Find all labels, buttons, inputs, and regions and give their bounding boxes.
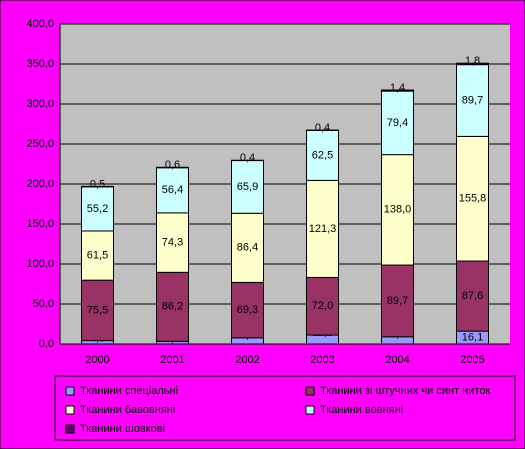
y-tick-label: 50,0 bbox=[33, 298, 54, 310]
bar-segment bbox=[381, 89, 414, 92]
y-tick-label: 400,0 bbox=[26, 18, 54, 30]
bar-segment bbox=[231, 281, 264, 339]
bar-segment bbox=[231, 212, 264, 283]
bar-segment bbox=[231, 160, 264, 214]
bar-segment bbox=[81, 279, 114, 342]
value-label: 0,4 bbox=[240, 152, 255, 164]
y-tick-label: 0,0 bbox=[39, 338, 54, 350]
legend-swatch bbox=[65, 424, 75, 434]
x-tick-label: 2005 bbox=[460, 354, 484, 366]
value-label: 79,4 bbox=[387, 117, 408, 129]
x-tick-label: 2000 bbox=[85, 354, 109, 366]
value-label: 86,2 bbox=[162, 301, 183, 313]
bar-segment bbox=[456, 135, 489, 262]
value-label: 55,2 bbox=[87, 203, 108, 215]
bar-segment bbox=[81, 230, 114, 281]
legend-box bbox=[54, 375, 516, 441]
bar-segment bbox=[156, 212, 189, 273]
y-tick-label: 150,0 bbox=[26, 218, 54, 230]
value-label: 121,3 bbox=[309, 223, 337, 235]
value-label: 89,7 bbox=[462, 94, 483, 106]
bar-segment bbox=[306, 129, 339, 181]
y-tick-label: 350,0 bbox=[26, 58, 54, 70]
value-label: 56,4 bbox=[162, 184, 183, 196]
value-label: 69,3 bbox=[237, 304, 258, 316]
value-label: 61,5 bbox=[87, 249, 108, 261]
legend-swatch bbox=[65, 405, 75, 415]
bar-segment bbox=[156, 271, 189, 342]
legend-label: Тканини вовняні bbox=[320, 404, 403, 416]
value-label: 87,6 bbox=[462, 290, 483, 302]
legend-swatch bbox=[65, 386, 75, 396]
bar-segment bbox=[456, 260, 489, 332]
bar-segment bbox=[456, 62, 489, 66]
bar-segment bbox=[381, 264, 414, 338]
legend-label: Тканини шовкові bbox=[80, 423, 165, 435]
bar-segment bbox=[306, 179, 339, 278]
y-tick-label: 100,0 bbox=[26, 258, 54, 270]
bar-segment bbox=[81, 186, 114, 232]
value-label: 62,5 bbox=[312, 149, 333, 161]
value-label: 72,0 bbox=[312, 300, 333, 312]
x-tick-label: 2002 bbox=[235, 354, 259, 366]
legend-label: Тканини спеціальні bbox=[80, 385, 178, 397]
value-label: 0,6 bbox=[165, 159, 180, 171]
y-tick-label: 200,0 bbox=[26, 178, 54, 190]
y-tick-label: 300,0 bbox=[26, 98, 54, 110]
bar-segment bbox=[306, 276, 339, 336]
value-label: 75,5 bbox=[87, 304, 108, 316]
bar-segment bbox=[456, 64, 489, 137]
value-label: 138,0 bbox=[384, 204, 412, 216]
bar-segment bbox=[381, 90, 414, 156]
y-tick-label: 250,0 bbox=[26, 138, 54, 150]
x-tick-label: 2001 bbox=[160, 354, 184, 366]
value-label: 155,8 bbox=[459, 193, 487, 205]
legend-swatch bbox=[305, 386, 315, 396]
x-tick-label: 2003 bbox=[310, 354, 334, 366]
value-label: 1,4 bbox=[390, 82, 405, 94]
value-label: 65,9 bbox=[237, 181, 258, 193]
value-label: 1,8 bbox=[465, 55, 480, 67]
value-label: 0,4 bbox=[315, 122, 330, 134]
x-tick-label: 2004 bbox=[385, 354, 409, 366]
value-label: 86,4 bbox=[237, 242, 258, 254]
legend-label: Тканини бавовняні bbox=[80, 404, 175, 416]
value-label: 89,7 bbox=[387, 295, 408, 307]
value-label: 16,1 bbox=[462, 331, 483, 343]
legend-swatch bbox=[305, 405, 315, 415]
value-label: 74,3 bbox=[162, 237, 183, 249]
bar-segment bbox=[381, 154, 414, 266]
legend-label: Тканини зі штучних чи синт ниток bbox=[320, 385, 490, 397]
bar-segment bbox=[156, 167, 189, 214]
value-label: 0,5 bbox=[90, 178, 105, 190]
